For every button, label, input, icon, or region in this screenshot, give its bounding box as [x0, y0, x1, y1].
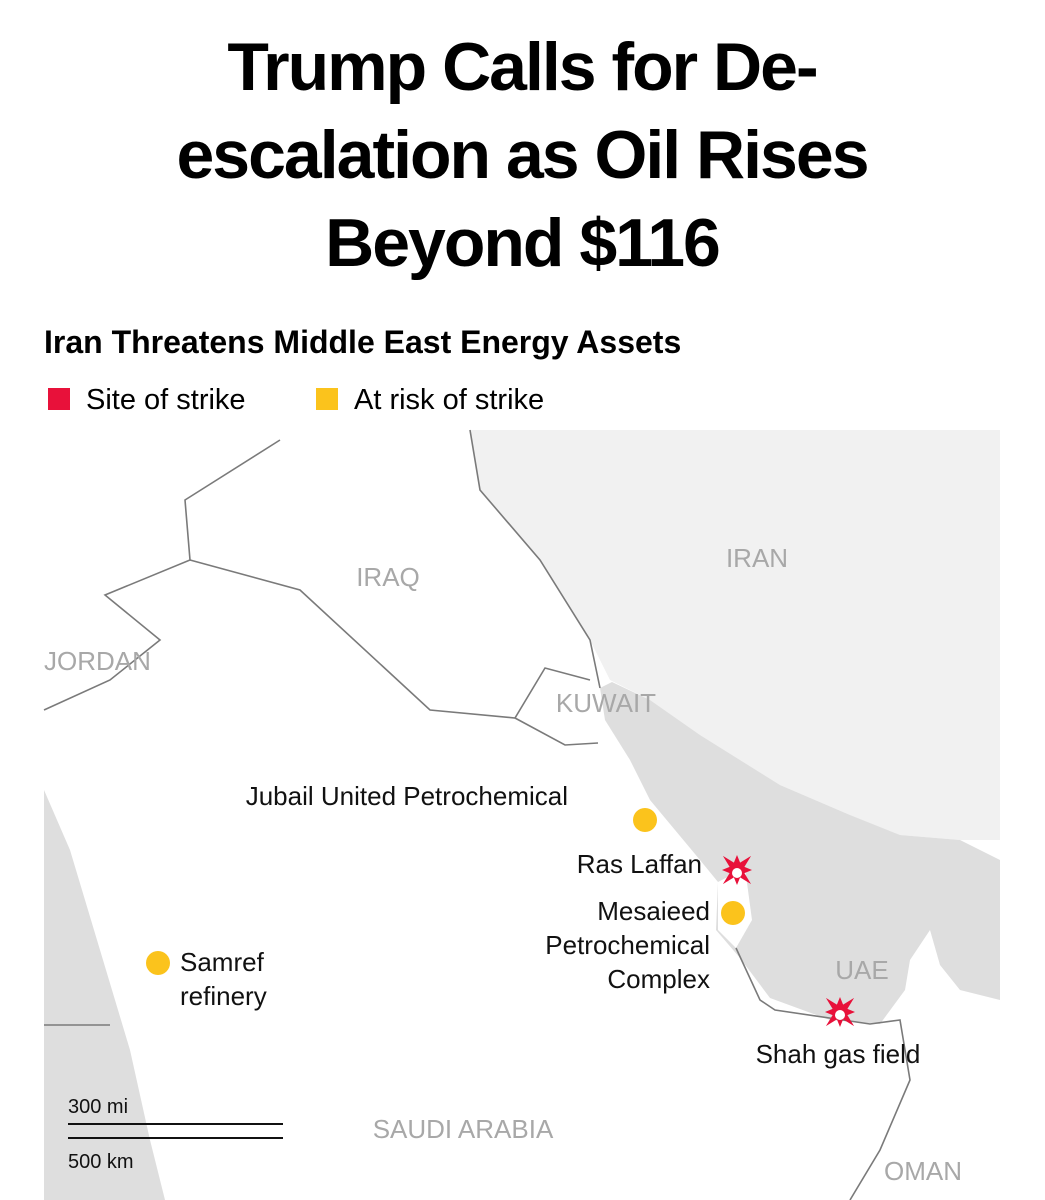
country-label: KUWAIT [556, 688, 656, 718]
strike-core [835, 1010, 845, 1020]
title-line: Beyond $116 [325, 205, 719, 281]
site-label: Jubail United Petrochemical [246, 781, 568, 811]
legend-swatch [316, 388, 338, 410]
border [514, 717, 599, 746]
site-label: Mesaieed [597, 896, 710, 926]
risk-marker [721, 901, 745, 925]
country-label: IRAQ [356, 562, 420, 592]
legend-label: Site of strike [86, 384, 246, 416]
strike-core [732, 868, 742, 878]
scale-label: 500 km [68, 1151, 134, 1173]
site-label: Samref [180, 947, 265, 977]
title-line: escalation as Oil Rises [176, 117, 867, 193]
risk-marker [146, 951, 170, 975]
country-label: UAE [835, 955, 888, 985]
border [735, 947, 911, 1200]
persian-gulf [600, 682, 1000, 1024]
iran-land [470, 430, 1000, 840]
map [43, 422, 1000, 1200]
country-label: JORDAN [44, 646, 151, 676]
country-label: OMAN [884, 1156, 962, 1186]
site-label: Complex [607, 964, 710, 994]
site-label: Ras Laffan [577, 849, 702, 879]
risk-marker [633, 808, 657, 832]
legend-swatch [48, 388, 70, 410]
border [43, 439, 281, 711]
site-label: Shah gas field [756, 1039, 921, 1069]
site-label: Petrochemical [545, 930, 710, 960]
country-label: SAUDI ARABIA [373, 1114, 554, 1144]
red-sea [44, 790, 165, 1200]
scale-label: 300 mi [68, 1096, 128, 1118]
country-label: IRAN [726, 543, 788, 573]
title-line: Trump Calls for De- [227, 29, 816, 105]
site-label: refinery [180, 981, 267, 1011]
border [469, 429, 601, 689]
border [189, 559, 591, 719]
map-title: Iran Threatens Middle East Energy Assets [44, 324, 681, 360]
legend-label: At risk of strike [354, 384, 544, 416]
